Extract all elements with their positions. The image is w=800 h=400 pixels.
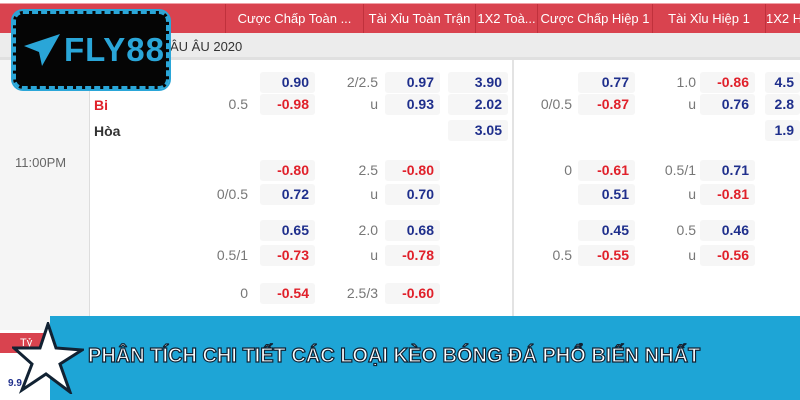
odds-cell[interactable]: 0.51 — [578, 184, 635, 205]
logo-text: FLY88 — [64, 31, 166, 68]
handicap-line: u — [370, 247, 378, 263]
handicap-line: 0.5 — [552, 247, 572, 263]
column-header[interactable]: Cược Chấp Hiệp 1 — [537, 4, 652, 34]
odds-cell[interactable]: 0.72 — [260, 184, 315, 205]
odds-cell[interactable]: 1.9 — [765, 120, 800, 141]
odds-cell[interactable]: 3.05 — [448, 120, 508, 141]
handicap-line: 2.5 — [358, 162, 378, 178]
handicap-line: 0 — [240, 285, 248, 301]
column-header[interactable]: Tài Xỉu Toàn Trận — [363, 4, 475, 34]
handicap-line: 0.5 — [228, 96, 248, 112]
odds-cell[interactable]: -0.73 — [260, 245, 315, 266]
odds-cell[interactable]: -0.81 — [700, 184, 755, 205]
handicap-line: u — [688, 186, 696, 202]
odds-cell[interactable]: -0.98 — [260, 94, 315, 115]
banner-title: PHÂN TÍCH CHI TIẾT CÁC LOẠI KÈO BÓNG ĐÁ … — [87, 344, 701, 367]
handicap-line: 1.0 — [676, 74, 696, 90]
odds-cell[interactable]: 0.93 — [385, 94, 440, 115]
star-icon — [12, 322, 84, 394]
handicap-line: u — [370, 96, 378, 112]
handicap-line: u — [688, 96, 696, 112]
column-header[interactable]: Cược Chấp Toàn ... — [225, 4, 363, 34]
odds-cell[interactable]: -0.80 — [260, 160, 315, 181]
odds-cell[interactable]: 0.70 — [385, 184, 440, 205]
odds-cell[interactable]: 3.90 — [448, 72, 508, 93]
column-header[interactable]: 1X2 Toà... — [475, 4, 537, 34]
column-header[interactable]: 1X2 H — [765, 4, 800, 34]
handicap-line: 2.0 — [358, 222, 378, 238]
mini-value: 9.9 — [8, 378, 22, 389]
fly88-logo: FLY88 — [11, 9, 171, 91]
handicap-line: 0 — [564, 162, 572, 178]
odds-cell[interactable]: 0.76 — [700, 94, 755, 115]
odds-cell[interactable]: 4.5 — [765, 72, 800, 93]
odds-cell[interactable]: 0.90 — [260, 72, 315, 93]
handicap-line: 2.5/3 — [346, 285, 378, 301]
match-info: 11:00PM — [0, 60, 90, 330]
odds-cell[interactable]: -0.87 — [578, 94, 635, 115]
draw-label: Hòa — [94, 123, 121, 139]
odds-cell[interactable]: 2.8 — [765, 94, 800, 115]
odds-cell[interactable]: -0.61 — [578, 160, 635, 181]
odds-cell[interactable]: 0.46 — [700, 220, 755, 241]
odds-cell[interactable]: -0.60 — [385, 283, 440, 304]
odds-cell[interactable]: -0.80 — [385, 160, 440, 181]
odds-cell[interactable]: 0.45 — [578, 220, 635, 241]
handicap-line: 0.5/1 — [216, 247, 248, 263]
handicap-line: 0/0.5 — [216, 186, 248, 202]
handicap-line: 0.5 — [676, 222, 696, 238]
handicap-line: 0.5/1 — [664, 162, 696, 178]
odds-cell[interactable]: -0.54 — [260, 283, 315, 304]
column-header[interactable]: Tài Xỉu Hiệp 1 — [652, 4, 765, 34]
handicap-line: 2/2.5 — [346, 74, 378, 90]
team-name: Bi — [94, 97, 108, 113]
paper-plane-icon — [24, 34, 60, 66]
league-name: ÂU ÂU 2020 — [170, 39, 243, 54]
odds-cell[interactable]: -0.56 — [700, 245, 755, 266]
odds-cell[interactable]: 0.65 — [260, 220, 315, 241]
handicap-line: u — [688, 247, 696, 263]
odds-cell[interactable]: -0.78 — [385, 245, 440, 266]
odds-cell[interactable]: 0.68 — [385, 220, 440, 241]
odds-cell[interactable]: 0.77 — [578, 72, 635, 93]
title-banner: PHÂN TÍCH CHI TIẾT CÁC LOẠI KÈO BÓNG ĐÁ … — [50, 316, 800, 400]
handicap-line: 0/0.5 — [540, 96, 572, 112]
odds-cell[interactable]: 2.02 — [448, 94, 508, 115]
handicap-line: u — [370, 186, 378, 202]
odds-cell[interactable]: 0.97 — [385, 72, 440, 93]
divider — [512, 60, 514, 330]
match-time: 11:00PM — [15, 155, 67, 170]
odds-cell[interactable]: -0.55 — [578, 245, 635, 266]
odds-cell[interactable]: 0.71 — [700, 160, 755, 181]
odds-cell[interactable]: -0.86 — [700, 72, 755, 93]
